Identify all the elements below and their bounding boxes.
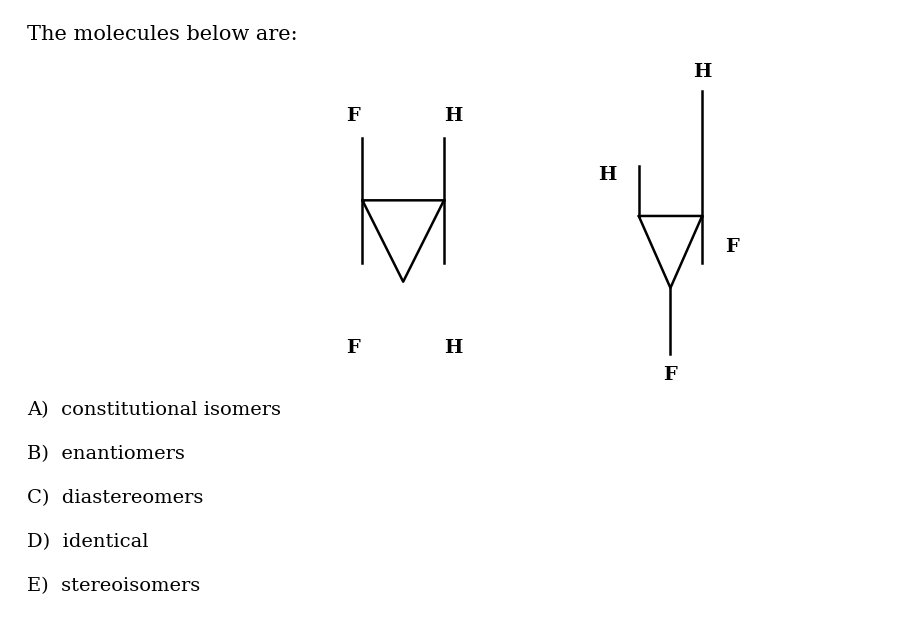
Text: The molecules below are:: The molecules below are: <box>27 25 298 44</box>
Text: F: F <box>725 239 738 256</box>
Text: E)  stereoisomers: E) stereoisomers <box>27 577 200 595</box>
Text: B)  enantiomers: B) enantiomers <box>27 445 185 463</box>
Text: H: H <box>598 167 616 184</box>
Text: C)  diastereomers: C) diastereomers <box>27 489 204 507</box>
Text: F: F <box>346 339 361 357</box>
Text: H: H <box>444 107 462 125</box>
Text: H: H <box>444 339 462 357</box>
Text: H: H <box>693 63 711 81</box>
Text: F: F <box>346 107 361 125</box>
Text: A)  constitutional isomers: A) constitutional isomers <box>27 401 281 419</box>
Text: F: F <box>663 366 678 384</box>
Text: D)  identical: D) identical <box>27 533 149 551</box>
